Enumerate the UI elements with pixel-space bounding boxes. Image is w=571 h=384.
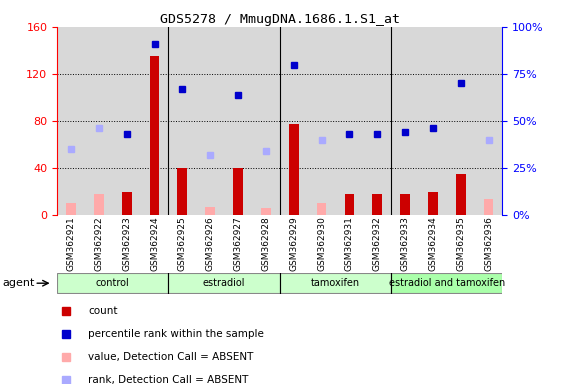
- Bar: [140, 27, 168, 215]
- Bar: [233, 168, 243, 215]
- Text: estradiol and tamoxifen: estradiol and tamoxifen: [389, 278, 505, 288]
- Title: GDS5278 / MmugDNA.1686.1.S1_at: GDS5278 / MmugDNA.1686.1.S1_at: [160, 13, 400, 26]
- FancyBboxPatch shape: [57, 273, 168, 293]
- Bar: [484, 199, 493, 215]
- Bar: [372, 194, 382, 215]
- Bar: [400, 194, 410, 215]
- Bar: [317, 203, 327, 215]
- Bar: [252, 27, 280, 215]
- Bar: [94, 194, 104, 215]
- FancyBboxPatch shape: [280, 273, 391, 293]
- Bar: [289, 124, 299, 215]
- FancyBboxPatch shape: [391, 273, 502, 293]
- Text: value, Detection Call = ABSENT: value, Detection Call = ABSENT: [89, 352, 254, 362]
- Bar: [456, 174, 465, 215]
- Bar: [178, 168, 187, 215]
- Bar: [206, 207, 215, 215]
- Text: rank, Detection Call = ABSENT: rank, Detection Call = ABSENT: [89, 375, 248, 384]
- Bar: [475, 27, 502, 215]
- Bar: [363, 27, 391, 215]
- Bar: [428, 192, 438, 215]
- Text: control: control: [96, 278, 130, 288]
- Text: tamoxifen: tamoxifen: [311, 278, 360, 288]
- Bar: [150, 56, 159, 215]
- Bar: [391, 27, 419, 215]
- Bar: [85, 27, 113, 215]
- Bar: [335, 27, 363, 215]
- Text: agent: agent: [3, 278, 35, 288]
- Bar: [57, 27, 85, 215]
- Text: count: count: [89, 306, 118, 316]
- Bar: [344, 194, 354, 215]
- Bar: [196, 27, 224, 215]
- Bar: [447, 27, 475, 215]
- Bar: [66, 203, 76, 215]
- Bar: [168, 27, 196, 215]
- Bar: [419, 27, 447, 215]
- Text: estradiol: estradiol: [203, 278, 246, 288]
- Bar: [308, 27, 336, 215]
- Bar: [122, 192, 131, 215]
- FancyBboxPatch shape: [168, 273, 280, 293]
- Bar: [280, 27, 308, 215]
- Bar: [112, 27, 140, 215]
- Text: percentile rank within the sample: percentile rank within the sample: [89, 329, 264, 339]
- Bar: [224, 27, 252, 215]
- Bar: [261, 208, 271, 215]
